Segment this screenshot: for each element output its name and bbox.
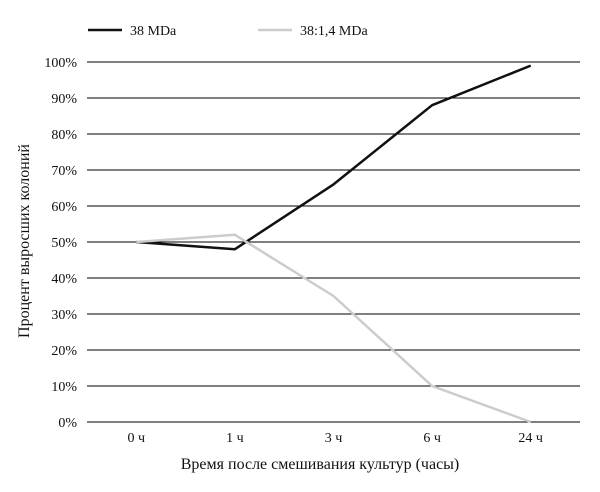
- y-tick-label: 100%: [44, 56, 77, 71]
- series-lines: [136, 64, 532, 424]
- y-tick-label: 0%: [58, 416, 77, 431]
- y-tick-label: 80%: [51, 128, 77, 143]
- y-tick-label: 40%: [51, 272, 77, 287]
- y-tick-label: 90%: [51, 92, 77, 107]
- x-axis-ticks: 0 ч 1 ч 3 ч 6 ч 24 ч: [128, 431, 543, 446]
- x-axis-title: Время после смешивания культур (часы): [181, 456, 460, 473]
- x-tick-label: 3 ч: [325, 431, 343, 446]
- series-line-2: [136, 233, 532, 424]
- series-line-1: [136, 64, 532, 251]
- x-tick-label: 24 ч: [518, 431, 543, 446]
- y-tick-label: 30%: [51, 308, 77, 323]
- y-tick-label: 60%: [51, 200, 77, 215]
- y-tick-label: 20%: [51, 344, 77, 359]
- y-axis-ticks: 0% 10% 20% 30% 40% 50% 60% 70% 80% 90% 100%: [44, 56, 77, 431]
- legend-label-2: 38:1,4 MDa: [300, 24, 368, 39]
- y-tick-label: 50%: [51, 236, 77, 251]
- legend: 38 MDa 38:1,4 MDa: [88, 24, 368, 39]
- y-tick-label: 70%: [51, 164, 77, 179]
- y-tick-label: 10%: [51, 380, 77, 395]
- y-axis-title: Процент выросших колоний: [16, 144, 33, 338]
- x-tick-label: 0 ч: [128, 431, 146, 446]
- gridlines: [87, 61, 580, 423]
- x-tick-label: 6 ч: [423, 431, 441, 446]
- legend-label-1: 38 MDa: [130, 24, 177, 39]
- x-tick-label: 1 ч: [226, 431, 244, 446]
